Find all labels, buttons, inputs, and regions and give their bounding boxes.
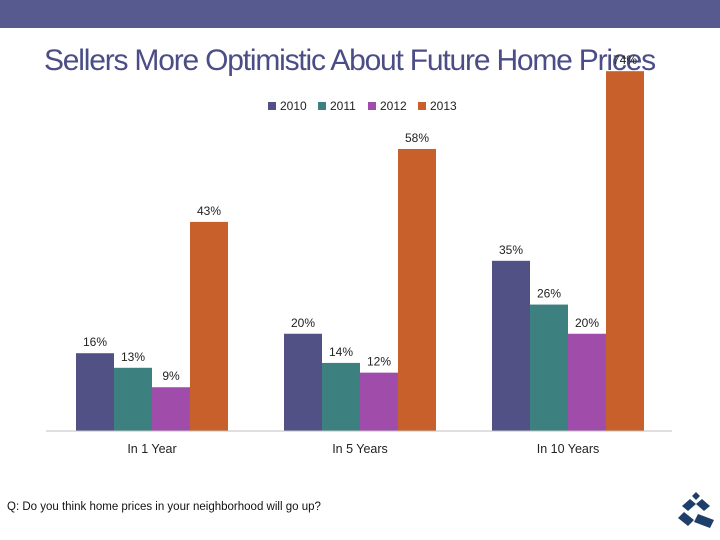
- bar-2012-0: [152, 387, 190, 431]
- data-label: 58%: [405, 131, 429, 145]
- data-label: 43%: [197, 204, 221, 218]
- data-label: 9%: [162, 369, 180, 383]
- legend-swatch-2010: [268, 102, 276, 110]
- x-tick-label: In 1 Year: [127, 442, 176, 456]
- data-label: 12%: [367, 355, 391, 369]
- legend-label: 2011: [330, 99, 356, 113]
- bar-2010-1: [284, 333, 322, 431]
- legend-label: 2010: [280, 99, 307, 113]
- bar-2013-2: [606, 71, 644, 432]
- data-label: 35%: [499, 243, 523, 257]
- bar-2011-2: [530, 304, 568, 431]
- data-label: 20%: [291, 316, 315, 330]
- legend-swatch-2011: [318, 102, 326, 110]
- bar-2011-0: [114, 367, 152, 431]
- legend-label: 2013: [430, 99, 457, 113]
- bar-2012-1: [360, 372, 398, 431]
- bar-2011-1: [322, 362, 360, 431]
- bar-chart: 2010 2011 2012 2013 16% 13% 9% 43% 20% 14% 12% 58%…: [46, 53, 672, 456]
- bar-2013-1: [398, 148, 436, 431]
- bar-2012-2: [568, 333, 606, 431]
- data-label: 13%: [121, 350, 145, 364]
- slide-title: Sellers More Optimistic About Future Hom…: [44, 44, 656, 77]
- top-banner: [0, 0, 720, 28]
- bar-2010-0: [76, 353, 114, 431]
- legend-swatch-2012: [368, 102, 376, 110]
- bar-2010-2: [492, 260, 530, 431]
- x-tick-label: In 10 Years: [537, 442, 600, 456]
- chart-bars: 16% 13% 9% 43% 20% 14% 12% 58% 35% 26% 20% 74%: [76, 53, 644, 432]
- house-logo-icon: [678, 492, 714, 528]
- data-label: 74%: [613, 53, 637, 67]
- legend-label: 2012: [380, 99, 407, 113]
- bar-2013-0: [190, 221, 228, 431]
- data-label: 26%: [537, 287, 561, 301]
- data-label: 14%: [329, 345, 353, 359]
- x-axis-tick-labels: In 1 Year In 5 Years In 10 Years: [127, 442, 599, 456]
- data-label: 20%: [575, 316, 599, 330]
- legend-swatch-2013: [418, 102, 426, 110]
- data-label: 16%: [83, 335, 107, 349]
- survey-question-footnote: Q: Do you think home prices in your neig…: [7, 501, 321, 513]
- chart-legend: 2010 2011 2012 2013: [268, 99, 457, 113]
- x-tick-label: In 5 Years: [332, 442, 388, 456]
